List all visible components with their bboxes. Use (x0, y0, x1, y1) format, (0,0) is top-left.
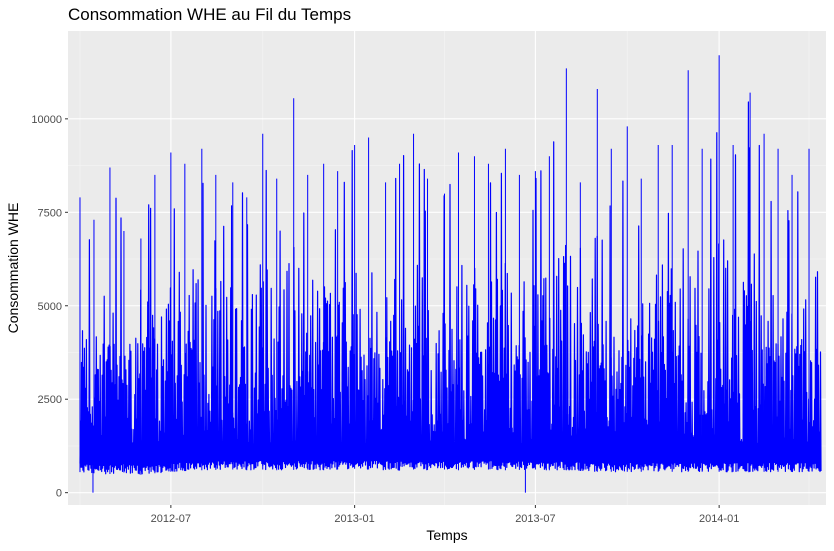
y-tick-label: 10000 (31, 114, 62, 126)
y-axis-label: Consommation WHE (5, 203, 21, 334)
x-axis-label: Temps (426, 527, 467, 543)
y-axis: 0 2500 5000 7500 10000 (31, 114, 68, 500)
y-tick-label: 7500 (38, 207, 62, 219)
x-tick-label: 2012-07 (151, 513, 191, 525)
y-tick-label: 0 (56, 488, 62, 500)
series-line (79, 55, 822, 493)
x-axis: 2012-07 2013-01 2013-07 2014-01 (151, 505, 739, 525)
y-tick-label: 2500 (38, 394, 62, 406)
x-tick-label: 2013-01 (334, 513, 374, 525)
x-tick-label: 2013-07 (515, 513, 555, 525)
x-tick-label: 2014-01 (699, 513, 739, 525)
chart-title: Consommation WHE au Fil du Temps (68, 5, 351, 24)
series-line-path (79, 101, 822, 475)
y-tick-label: 5000 (38, 301, 62, 313)
